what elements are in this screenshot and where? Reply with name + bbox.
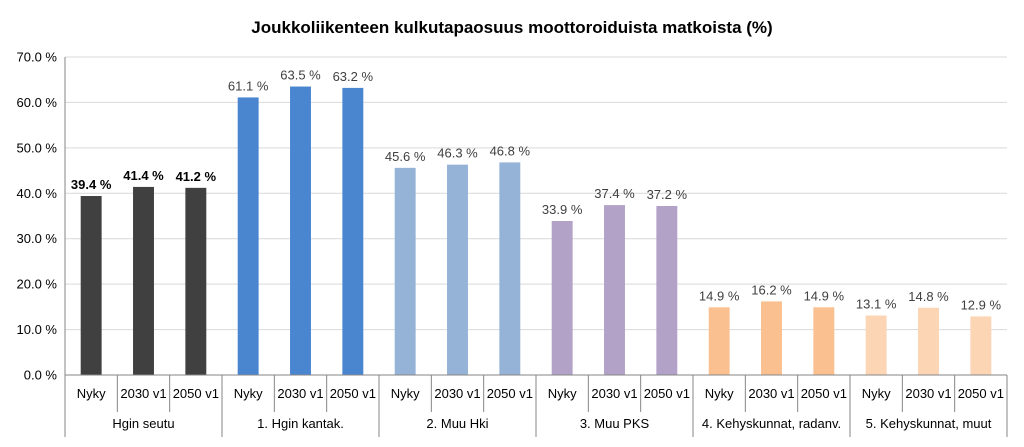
x-tick-label: 2050 v1 (487, 386, 533, 401)
data-label: 41.2 % (176, 169, 217, 184)
data-label: 41.4 % (123, 168, 164, 183)
bar (342, 87, 364, 376)
data-label: 61.1 % (228, 78, 269, 93)
data-label: 14.9 % (699, 288, 740, 303)
group-label: 4. Kehyskunnat, radanv. (702, 416, 841, 431)
data-labels: 39.4 % 41.4 % 41.2 % 61.1 % 63.5 % 63.2 % 45.6… (71, 68, 1002, 313)
data-label: 16.2 % (751, 282, 792, 297)
bar (80, 196, 102, 375)
x-tick-label: Nyky (548, 386, 577, 401)
y-tick-label: 10.0 % (17, 322, 58, 337)
x-tick-label: 2050 v1 (173, 386, 219, 401)
x-tick-label: 2030 v1 (748, 386, 794, 401)
bar (813, 307, 835, 375)
x-tick-label: 2050 v1 (958, 386, 1004, 401)
bar (551, 220, 573, 375)
y-tick-label: 60.0 % (17, 95, 58, 110)
data-label: 63.2 % (333, 69, 374, 84)
data-label: 37.2 % (647, 187, 688, 202)
bar (865, 315, 887, 375)
bar (761, 301, 782, 375)
bars (80, 86, 992, 376)
x-tick-label: 2050 v1 (330, 386, 376, 401)
x-tick-label: 2030 v1 (277, 386, 323, 401)
x-tick-label: 2050 v1 (644, 386, 690, 401)
x-tick-label: 2030 v1 (905, 386, 951, 401)
group-label: 1. Hgin kantak. (257, 416, 344, 431)
bar (604, 205, 625, 375)
bar (290, 86, 311, 376)
x-tick-label: Nyky (234, 386, 263, 401)
data-label: 45.6 % (385, 149, 426, 164)
bar (656, 206, 678, 375)
x-tick-label: 2030 v1 (591, 386, 637, 401)
y-tick-label: 20.0 % (17, 277, 58, 292)
group-label: 3. Muu PKS (580, 416, 650, 431)
y-tick-label: 50.0 % (17, 140, 58, 155)
data-label: 13.1 % (856, 296, 897, 311)
x-tick-label: Nyky (862, 386, 891, 401)
chart-title: Joukkoliikenteen kulkutapaosuus moottoro… (251, 18, 772, 37)
bar (499, 162, 521, 375)
group-label: 5. Kehyskunnat, muut (866, 416, 992, 431)
x-axis: Nyky 2030 v1 2050 v1 Hgin seutu Nyky 2030 v1 2… (64, 57, 1008, 437)
bar (394, 167, 416, 375)
data-label: 12.9 % (961, 297, 1002, 312)
x-tick-label: 2050 v1 (801, 386, 847, 401)
data-label: 46.8 % (490, 143, 531, 158)
x-tick-label: Nyky (705, 386, 734, 401)
data-label: 33.9 % (542, 202, 583, 217)
y-tick-label: 0.0 % (24, 368, 58, 383)
x-tick-label: Nyky (391, 386, 420, 401)
y-tick-label: 30.0 % (17, 231, 58, 246)
bar (918, 307, 939, 375)
x-tick-label: 2030 v1 (120, 386, 166, 401)
bar (447, 164, 468, 375)
data-label: 39.4 % (71, 177, 112, 192)
y-axis: 0.0 % 10.0 % 20.0 % 30.0 % 40.0 % 50.0 % 60.0 … (17, 50, 58, 383)
x-tick-label: 2030 v1 (434, 386, 480, 401)
x-tick-label: Nyky (77, 386, 106, 401)
bar (708, 307, 730, 375)
bar (970, 316, 992, 375)
bar (133, 186, 154, 375)
group-label: Hgin seutu (112, 416, 174, 431)
bar (237, 97, 259, 375)
gridlines (65, 56, 1007, 331)
data-label: 46.3 % (437, 146, 478, 161)
data-label: 63.5 % (280, 68, 321, 83)
y-tick-label: 70.0 % (17, 50, 58, 65)
group-label: 2. Muu Hki (426, 416, 488, 431)
data-label: 37.4 % (594, 186, 635, 201)
bar (185, 187, 207, 375)
y-tick-label: 40.0 % (17, 186, 58, 201)
data-label: 14.9 % (804, 288, 845, 303)
data-label: 14.8 % (908, 289, 949, 304)
